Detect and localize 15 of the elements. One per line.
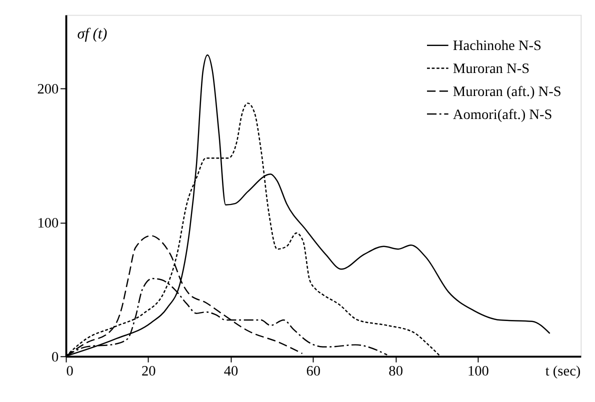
y-tick-label: 200: [37, 82, 59, 98]
legend-label: Aomori(aft.) N-S: [452, 106, 552, 123]
x-tick-label: 0: [66, 364, 74, 380]
y-tick-label: 100: [37, 216, 59, 232]
x-tick-label: 80: [388, 364, 403, 380]
x-tick-label: 60: [306, 364, 321, 380]
x-tick-label: 20: [142, 364, 156, 380]
legend-label: Muroran N-S: [452, 60, 530, 77]
x-axis-title: t (sec): [545, 363, 581, 380]
legend-label: Muroran (aft.) N-S: [452, 84, 562, 100]
y-tick-label: 0: [51, 349, 59, 366]
x-tick-label: 40: [224, 364, 238, 380]
x-tick-label: 100: [467, 364, 489, 380]
y-axis-title: σf (t): [77, 26, 108, 43]
legend-label: Hachinohe N-S: [452, 38, 542, 54]
